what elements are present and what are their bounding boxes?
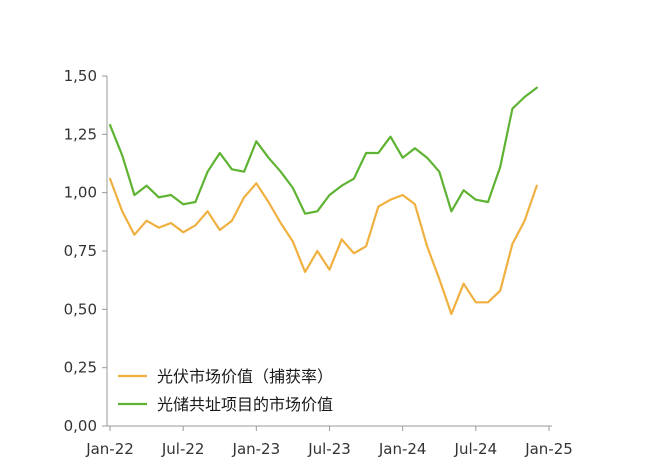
x-tick-label: Jul-24 (454, 440, 498, 458)
y-tick-label: 1,00 (64, 184, 97, 202)
x-tick-label: Jan-23 (232, 440, 281, 458)
y-tick-label: 0,25 (64, 359, 97, 377)
y-tick-label: 1,50 (64, 67, 97, 85)
series-line-2 (108, 86, 538, 215)
x-tick-label: Jul-22 (161, 440, 205, 458)
series-line-1 (108, 177, 538, 316)
x-tick-label: Jan-22 (85, 440, 134, 458)
x-tick-label: Jul-23 (307, 440, 351, 458)
y-axis-ticks: 0,00 0,25 0,50 0,75 1,00 1,25 1,50 (64, 67, 107, 435)
series-lines (108, 86, 538, 316)
x-tick-label: Jan-25 (524, 440, 573, 458)
legend: 光伏市场价值（捕获率） 光储共址项目的市场价值 (118, 367, 333, 414)
y-tick-label: 1,25 (64, 125, 97, 143)
x-tick-label: Jan-24 (378, 440, 427, 458)
y-tick-label: 0,00 (64, 417, 97, 435)
y-tick-label: 0,75 (64, 242, 97, 260)
legend-label-2: 光储共址项目的市场价值 (157, 395, 333, 414)
legend-label-1: 光伏市场价值（捕获率） (157, 367, 333, 386)
x-axis-ticks: Jan-22 Jul-22 Jan-23 Jul-23 Jan-24 Jul-24 Jan-… (85, 426, 573, 458)
y-tick-label: 0,50 (64, 300, 97, 318)
